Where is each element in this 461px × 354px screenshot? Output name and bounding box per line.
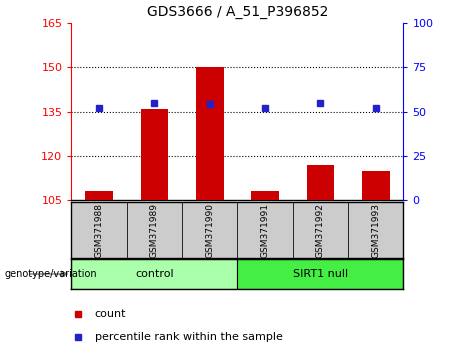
Text: genotype/variation: genotype/variation — [5, 269, 97, 279]
Text: GSM371991: GSM371991 — [260, 202, 270, 258]
Text: GSM371990: GSM371990 — [205, 202, 214, 258]
Bar — [293, 202, 348, 258]
Bar — [141, 109, 168, 200]
Bar — [251, 191, 279, 200]
Text: GSM371988: GSM371988 — [95, 202, 104, 258]
Bar — [196, 67, 224, 200]
Text: SIRT1 null: SIRT1 null — [293, 269, 348, 279]
Bar — [348, 202, 403, 258]
Text: GSM371993: GSM371993 — [371, 202, 380, 258]
Bar — [307, 165, 334, 200]
Bar — [362, 171, 390, 200]
Text: GSM371992: GSM371992 — [316, 202, 325, 258]
Title: GDS3666 / A_51_P396852: GDS3666 / A_51_P396852 — [147, 5, 328, 19]
Bar — [237, 259, 403, 289]
Bar — [182, 202, 237, 258]
Bar — [71, 202, 127, 258]
Bar — [71, 259, 237, 289]
Bar — [85, 191, 113, 200]
Text: percentile rank within the sample: percentile rank within the sample — [95, 332, 283, 342]
Text: count: count — [95, 309, 126, 319]
Text: GSM371989: GSM371989 — [150, 202, 159, 258]
Bar — [237, 202, 293, 258]
Text: control: control — [135, 269, 174, 279]
Bar — [127, 202, 182, 258]
